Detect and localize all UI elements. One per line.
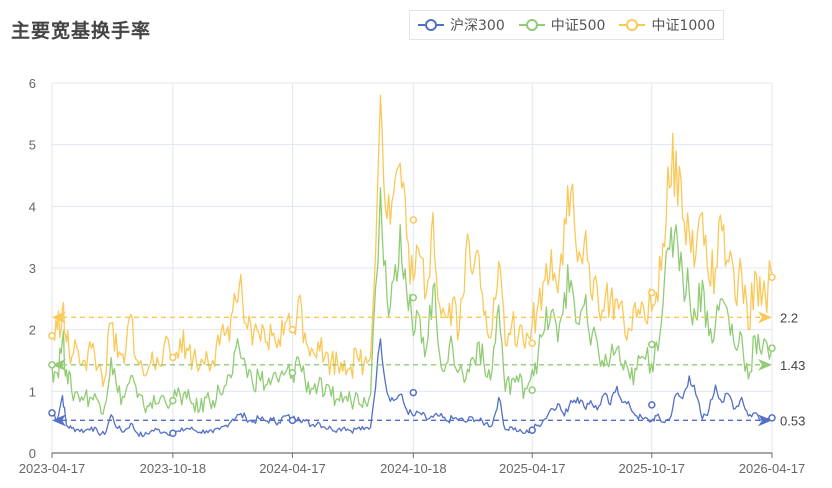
data-point-marker[interactable] [288, 416, 297, 425]
x-tick-label: 2025-10-17 [619, 461, 686, 476]
x-tick-label: 2024-04-17 [259, 461, 326, 476]
arrow-right-icon [758, 311, 772, 324]
data-point-marker[interactable] [169, 353, 177, 362]
data-point-marker[interactable] [169, 396, 177, 405]
data-point-marker[interactable] [528, 386, 536, 394]
legend-label: 沪深300 [450, 18, 505, 34]
x-tick-label: 2025-04-17 [499, 461, 566, 476]
x-tick-label: 2024-10-18 [380, 461, 447, 476]
data-point-marker[interactable] [288, 369, 297, 377]
y-tick-label: 0 [29, 446, 36, 461]
x-tick-label: 2023-10-18 [140, 461, 207, 476]
series-line [51, 94, 773, 388]
data-point-marker[interactable] [409, 293, 418, 302]
x-tick-label: 2026-04-17 [739, 461, 806, 476]
legend-item-hs300[interactable]: 沪深300 [418, 15, 505, 35]
series-line [51, 338, 773, 438]
line-circle-icon [619, 19, 646, 31]
data-point-marker[interactable] [648, 288, 656, 297]
data-point-marker[interactable] [48, 332, 56, 340]
y-tick-label: 6 [29, 76, 36, 91]
y-tick-label: 3 [29, 261, 36, 276]
y-tick-label: 4 [29, 199, 36, 214]
legend-label: 中证1000 [651, 18, 716, 34]
data-point-marker[interactable] [528, 339, 536, 347]
legend: 沪深300 中证500 中证1000 [409, 10, 725, 40]
legend-item-zz500[interactable]: 中证500 [518, 15, 606, 35]
data-point-marker[interactable] [768, 273, 776, 281]
line-circle-icon [418, 19, 444, 31]
y-tick-label: 1 [29, 384, 36, 399]
series-line [51, 187, 773, 415]
mark-line-label: 0.53 [780, 413, 805, 428]
y-tick-label: 5 [29, 138, 36, 153]
data-point-marker[interactable] [169, 429, 177, 438]
arrow-left-icon [52, 414, 66, 427]
legend-item-zz1000[interactable]: 中证1000 [619, 15, 715, 35]
arrow-left-icon [52, 311, 66, 324]
data-point-marker[interactable] [768, 344, 776, 352]
y-tick-label: 2 [29, 323, 36, 338]
x-tick-label: 2023-04-17 [19, 461, 86, 476]
arrow-right-icon [758, 414, 772, 427]
data-point-marker[interactable] [409, 216, 418, 224]
legend-label: 中证500 [550, 18, 606, 34]
arrow-right-icon [758, 358, 772, 371]
line-circle-icon [518, 19, 545, 31]
data-point-marker[interactable] [768, 414, 776, 422]
data-point-marker[interactable] [48, 361, 56, 369]
chart-title: 主要宽基换手率 [11, 20, 152, 42]
data-point-marker[interactable] [48, 409, 56, 417]
mark-line-label: 2.2 [780, 310, 798, 325]
data-point-marker[interactable] [288, 325, 297, 334]
data-point-marker[interactable] [648, 401, 656, 409]
data-point-marker[interactable] [648, 340, 656, 349]
arrow-left-icon [52, 358, 66, 371]
data-point-marker[interactable] [409, 388, 418, 397]
mark-line-label: 1.43 [780, 358, 805, 373]
data-point-marker[interactable] [528, 426, 536, 434]
